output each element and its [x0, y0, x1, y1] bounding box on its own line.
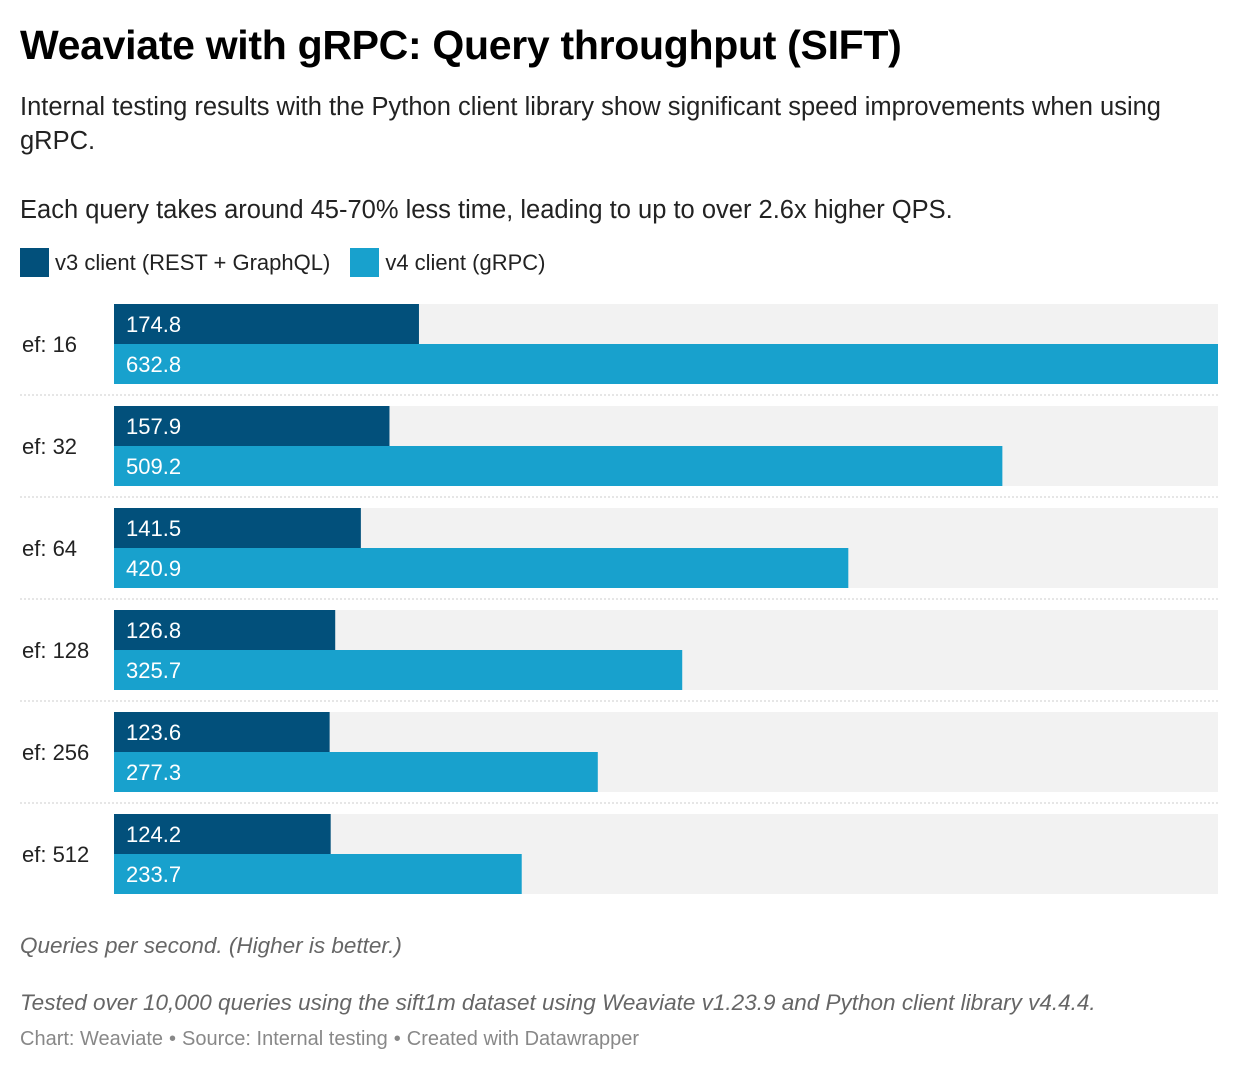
chart-footer: Chart: Weaviate • Source: Internal testing…	[20, 1028, 639, 1051]
bar-value-label: 126.8	[126, 618, 181, 643]
footer-created-with: Created with Datawrapper	[406, 1028, 640, 1050]
category-label: ef: 64	[22, 536, 77, 561]
axis-note: Queries per second. (Higher is better.)	[20, 933, 402, 958]
footer-source: Source: Internal testing	[182, 1028, 388, 1050]
bar-value-label: 157.9	[126, 414, 181, 439]
bar-v4	[114, 548, 849, 588]
bar-v4	[114, 446, 1003, 486]
legend-label-v3: v3 client (REST + GraphQL)	[55, 249, 331, 275]
bar-value-label: 124.2	[126, 822, 181, 847]
category-label: ef: 512	[22, 842, 89, 867]
bar-v3	[114, 304, 419, 344]
bar-v4	[114, 752, 598, 792]
legend-item-v4: v4 client (gRPC)	[350, 248, 545, 277]
category-label: ef: 16	[22, 332, 77, 357]
chart-subtitle-note: Each query takes around 45-70% less time…	[20, 196, 953, 224]
bar-v3	[114, 406, 390, 446]
bar-value-label: 325.7	[126, 658, 181, 683]
legend-swatch-v4	[350, 248, 380, 277]
bar-chart: ef: 16 174.8 632.8 ef: 32 157.9 509.2 ef: 64 14…	[20, 304, 1218, 894]
method-note: Tested over 10,000 queries using the sif…	[20, 990, 1096, 1015]
bar-v3	[114, 712, 330, 752]
bar-value-label: 174.8	[126, 312, 181, 337]
legend-swatch-v3	[20, 248, 49, 277]
chart-title: Weaviate with gRPC: Query throughput (SI…	[20, 22, 902, 68]
bar-value-label: 141.5	[126, 516, 181, 541]
bar-v4	[114, 650, 683, 690]
bar-v3	[114, 508, 361, 548]
footer-chart-credit: Chart: Weaviate	[20, 1028, 164, 1050]
footer-separator: •	[393, 1028, 401, 1050]
footer-separator: •	[169, 1028, 177, 1050]
legend-item-v3: v3 client (REST + GraphQL)	[20, 248, 330, 277]
bar-v3	[114, 814, 331, 854]
bar-value-label: 233.7	[126, 862, 181, 887]
bar-v4	[114, 854, 522, 894]
chart-subtitle: Internal testing results with the Python…	[20, 93, 1161, 155]
bar-value-label: 123.6	[126, 720, 181, 745]
category-label: ef: 256	[22, 740, 89, 765]
bar-value-label: 509.2	[126, 454, 181, 479]
bar-value-label: 420.9	[126, 556, 181, 581]
bar-v4	[114, 344, 1218, 384]
bar-value-label: 277.3	[126, 760, 181, 785]
category-label: ef: 32	[22, 434, 77, 459]
chart-legend: v3 client (REST + GraphQL) v4 client (gR…	[20, 248, 565, 277]
category-label: ef: 128	[22, 638, 89, 663]
bar-v3	[114, 610, 336, 650]
bar-value-label: 632.8	[126, 352, 181, 377]
legend-label-v4: v4 client (gRPC)	[385, 249, 546, 275]
